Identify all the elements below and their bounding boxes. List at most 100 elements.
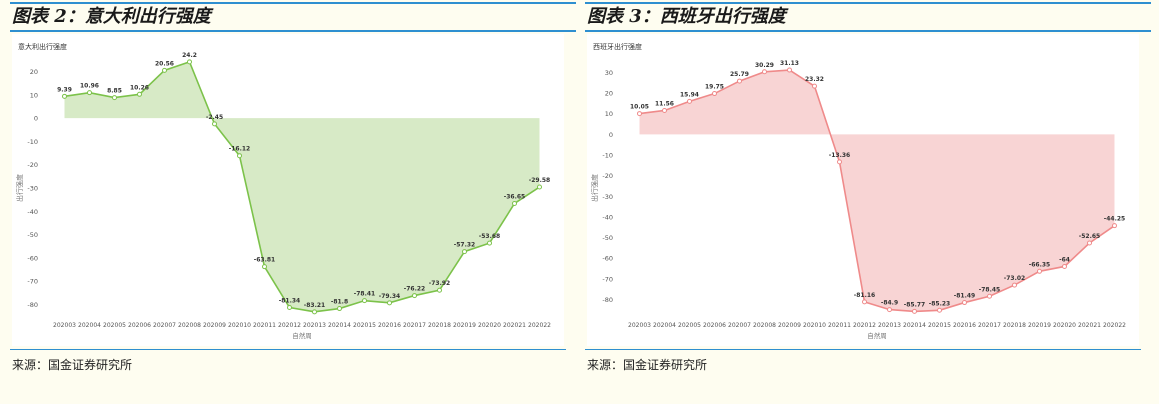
data-label: 8.85: [107, 88, 122, 95]
x-tick-label: 202014: [903, 322, 926, 329]
data-label: 20.56: [155, 60, 174, 67]
data-label: -83.21: [304, 302, 325, 309]
data-label: 19.75: [705, 84, 724, 91]
data-point: [1037, 268, 1042, 274]
chart-area: 意大利出行强度 出行强度 20 10 0 -10 -20 -30 -40 -50 -60 -70 -80…: [12, 34, 564, 346]
data-point: [362, 298, 367, 304]
x-tick-label: 202022: [1103, 322, 1126, 329]
data-label: -2.45: [206, 114, 223, 121]
x-tick-label: 202018: [428, 322, 451, 329]
series-area: [64, 61, 540, 312]
data-label: -53.68: [479, 233, 500, 240]
data-point: [337, 306, 342, 312]
data-label: -76.22: [404, 286, 425, 293]
x-tick-label: 202007: [728, 322, 751, 329]
x-tick-label: 202009: [203, 322, 226, 329]
y-tick-label: -10: [27, 138, 38, 146]
data-label: -57.32: [454, 242, 475, 249]
data-point: [437, 287, 442, 293]
x-tick-label: 202011: [828, 322, 851, 329]
x-tick-label: 202017: [978, 322, 1001, 329]
data-label: 25.79: [730, 71, 749, 78]
data-label: 10.26: [130, 84, 149, 91]
data-point: [187, 59, 192, 65]
data-point: [512, 200, 517, 206]
series-area: [639, 70, 1115, 312]
data-label: -44.25: [1104, 216, 1125, 223]
data-point: [812, 83, 817, 89]
figure-title: 图表 2：意大利出行强度: [10, 2, 576, 32]
data-point: [387, 300, 392, 306]
data-label: 10.05: [630, 104, 649, 111]
data-label: -73.02: [1004, 275, 1025, 282]
y-tick-label: 10: [605, 110, 613, 118]
y-tick-label: -80: [602, 296, 613, 304]
x-tick-label: 202009: [778, 322, 801, 329]
data-label: -84.9: [881, 300, 898, 307]
x-tick-label: 202010: [803, 322, 826, 329]
data-label: -66.35: [1029, 261, 1050, 268]
x-tick-label: 202017: [403, 322, 426, 329]
x-tick-label: 202016: [378, 322, 401, 329]
data-label: -13.36: [829, 152, 850, 159]
data-label: -85.77: [904, 301, 925, 308]
x-tick-label: 202015: [928, 322, 951, 329]
x-tick-label: 202004: [78, 322, 101, 329]
data-point: [112, 95, 117, 101]
x-tick-label: 202020: [1053, 322, 1076, 329]
y-tick-label: 0: [34, 115, 38, 123]
data-point: [487, 240, 492, 246]
chart-panel-italy: 图表 2：意大利出行强度 意大利出行强度 出行强度 20 10 0 -10 -20 -30 -4…: [10, 0, 576, 404]
y-tick-label: 20: [30, 68, 38, 76]
data-label: 15.94: [680, 91, 699, 98]
chart-title: 意大利出行强度: [18, 42, 67, 51]
data-point: [762, 69, 767, 75]
y-tick-label: -10: [602, 151, 613, 159]
data-label: -81.8: [331, 299, 348, 306]
data-point: [1062, 263, 1067, 269]
source-note: 来源：国金证券研究所: [12, 358, 133, 372]
data-label: -29.58: [529, 177, 550, 184]
x-tick-label: 202018: [1003, 322, 1026, 329]
x-tick-label: 202003: [628, 322, 651, 329]
data-label: 9.39: [57, 86, 72, 93]
x-axis-title: 自然周: [292, 331, 312, 340]
data-label: -16.12: [229, 146, 250, 153]
y-axis-title: 出行强度: [590, 174, 599, 202]
y-tick-label: -40: [27, 208, 38, 216]
x-tick-label: 202007: [153, 322, 176, 329]
y-tick-label: -70: [602, 275, 613, 283]
y-tick-label: 10: [30, 91, 38, 99]
x-tick-label: 202019: [453, 322, 476, 329]
y-tick-label: -30: [602, 193, 613, 201]
series-line: [64, 60, 540, 313]
data-point: [1087, 240, 1092, 246]
data-point: [862, 299, 867, 305]
x-tick-label: 202015: [353, 322, 376, 329]
data-label: -73.92: [429, 280, 450, 287]
x-axis-title: 自然周: [867, 331, 887, 340]
y-tick-label: -20: [27, 161, 38, 169]
y-axis-title: 出行强度: [15, 174, 24, 202]
data-point: [662, 107, 667, 113]
divider: [10, 349, 566, 350]
x-tick-label: 202016: [953, 322, 976, 329]
data-point: [62, 93, 67, 99]
x-tick-label: 202022: [528, 322, 551, 329]
data-label: -52.65: [1079, 233, 1100, 240]
data-point: [412, 293, 417, 299]
chart-panel-spain: 图表 3：西班牙出行强度 西班牙出行强度 出行强度 30 20 10 0 -10 -20 -30…: [585, 0, 1151, 404]
source-note: 来源：国金证券研究所: [587, 358, 708, 372]
x-tick-label: 202008: [178, 322, 201, 329]
y-tick-label: -60: [27, 254, 38, 262]
data-point: [137, 91, 142, 97]
x-tick-label: 202003: [53, 322, 76, 329]
data-label: -36.65: [504, 193, 525, 200]
x-tick-label: 202006: [703, 322, 726, 329]
data-point: [962, 300, 967, 306]
y-tick-label: -60: [602, 255, 613, 263]
y-tick-label: -50: [27, 231, 38, 239]
x-tick-label: 202006: [128, 322, 151, 329]
